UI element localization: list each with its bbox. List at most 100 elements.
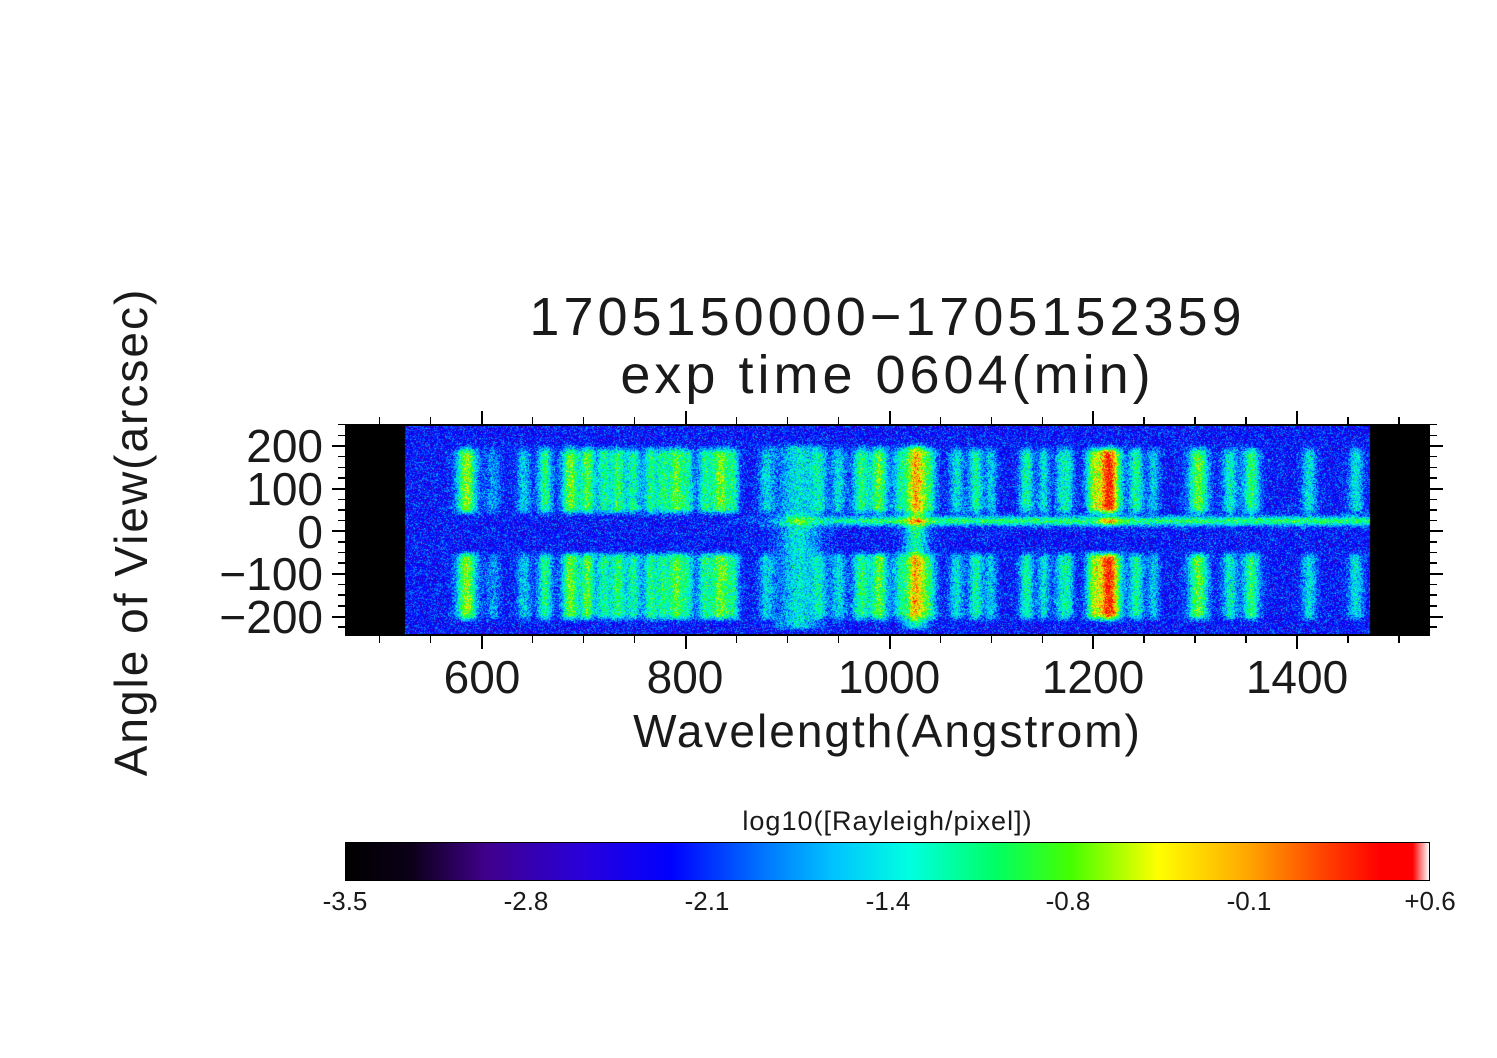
- tick-mark: [684, 411, 687, 424]
- tick-mark: [582, 636, 585, 643]
- tick-mark: [1296, 411, 1299, 424]
- tick-mark: [338, 519, 345, 522]
- tick-mark: [1430, 455, 1437, 458]
- tick-mark: [1092, 411, 1095, 424]
- tick-mark: [1430, 583, 1437, 586]
- colorbar-tick-label: -1.4: [865, 886, 911, 916]
- colorbar-label: log10([Rayleigh/pixel]): [742, 806, 1033, 836]
- tick-mark: [735, 636, 738, 643]
- tick-mark: [338, 551, 345, 554]
- y-axis-title: Angle of View(arcsec): [105, 287, 157, 777]
- tick-mark: [1430, 434, 1437, 437]
- colorbar-tick-label: -0.1: [1226, 886, 1272, 916]
- y-tick-label: 200: [246, 420, 323, 472]
- tick-mark: [1245, 417, 1247, 424]
- tick-mark: [332, 615, 345, 618]
- plot-frame: [345, 424, 1430, 636]
- tick-mark: [1347, 636, 1349, 643]
- tick-mark: [480, 636, 483, 649]
- colorbar-tick-label: -2.1: [684, 886, 730, 916]
- plot-title-line2: exp time 0604(min): [620, 345, 1155, 405]
- tick-mark: [1430, 541, 1437, 543]
- plot-title-line1: 1705150000−1705152359: [529, 287, 1246, 347]
- colorbar-tick-label: -3.5: [322, 886, 368, 916]
- tick-mark: [1194, 417, 1196, 424]
- tick-mark: [1430, 530, 1443, 533]
- tick-mark: [480, 411, 483, 424]
- tick-mark: [1430, 466, 1437, 468]
- y-tick-label: −200: [219, 591, 323, 643]
- tick-mark: [990, 417, 992, 424]
- tick-mark: [338, 541, 345, 543]
- tick-mark: [1092, 636, 1095, 649]
- tick-mark: [1430, 573, 1443, 576]
- tick-mark: [1041, 636, 1043, 643]
- tick-mark: [429, 417, 432, 424]
- tick-mark: [531, 417, 534, 424]
- tick-mark: [939, 636, 942, 643]
- tick-mark: [888, 636, 891, 649]
- tick-mark: [1398, 636, 1400, 643]
- tick-mark: [1430, 509, 1437, 511]
- x-tick-label: 800: [646, 651, 724, 703]
- colorbar-tick-label: -2.8: [503, 886, 549, 916]
- tick-mark: [1430, 551, 1437, 554]
- tick-mark: [1041, 417, 1043, 424]
- tick-mark: [1430, 626, 1437, 628]
- tick-mark: [1430, 605, 1437, 607]
- tick-mark: [1430, 594, 1437, 596]
- y-tick-label: 100: [246, 463, 323, 515]
- tick-mark: [1430, 445, 1443, 448]
- tick-mark: [338, 605, 345, 607]
- x-tick-label: 600: [443, 651, 521, 703]
- tick-mark: [1430, 423, 1437, 426]
- tick-mark: [338, 498, 345, 500]
- tick-mark: [990, 636, 992, 643]
- tick-mark: [338, 455, 345, 458]
- tick-mark: [939, 417, 942, 424]
- tick-mark: [633, 636, 636, 643]
- tick-mark: [332, 573, 345, 576]
- tick-mark: [1143, 636, 1145, 643]
- tick-mark: [338, 626, 345, 628]
- y-tick-label: 0: [297, 506, 323, 558]
- tick-mark: [338, 562, 345, 564]
- tick-mark: [1296, 636, 1299, 649]
- tick-mark: [1430, 615, 1443, 618]
- tick-mark: [338, 434, 345, 437]
- tick-mark: [332, 487, 345, 490]
- tick-mark: [531, 636, 534, 643]
- colorbar: [345, 842, 1430, 881]
- tick-mark: [582, 417, 585, 424]
- tick-mark: [1430, 477, 1437, 479]
- tick-mark: [1430, 487, 1443, 490]
- tick-mark: [332, 445, 345, 448]
- tick-mark: [735, 417, 738, 424]
- tick-mark: [786, 636, 789, 643]
- tick-mark: [1194, 636, 1196, 643]
- tick-mark: [633, 417, 636, 424]
- tick-mark: [888, 411, 891, 424]
- tick-mark: [837, 417, 840, 424]
- tick-mark: [1430, 562, 1437, 564]
- tick-mark: [1430, 498, 1437, 500]
- tick-mark: [1245, 636, 1247, 643]
- tick-mark: [338, 509, 345, 511]
- y-tick-label: −100: [219, 548, 323, 600]
- x-tick-label: 1200: [1041, 651, 1145, 703]
- tick-mark: [338, 583, 345, 586]
- tick-mark: [429, 636, 432, 643]
- x-tick-label: 1400: [1245, 651, 1349, 703]
- tick-mark: [332, 530, 345, 533]
- tick-mark: [338, 594, 345, 596]
- x-axis-title: Wavelength(Angstrom): [633, 705, 1142, 757]
- tick-mark: [786, 417, 789, 424]
- tick-mark: [1347, 417, 1349, 424]
- tick-mark: [378, 636, 381, 643]
- tick-mark: [338, 423, 345, 426]
- colorbar-tick-label: +0.6: [1404, 886, 1456, 916]
- tick-mark: [1143, 417, 1145, 424]
- colorbar-tick-label: -0.8: [1045, 886, 1091, 916]
- tick-mark: [1398, 417, 1400, 424]
- tick-mark: [684, 636, 687, 649]
